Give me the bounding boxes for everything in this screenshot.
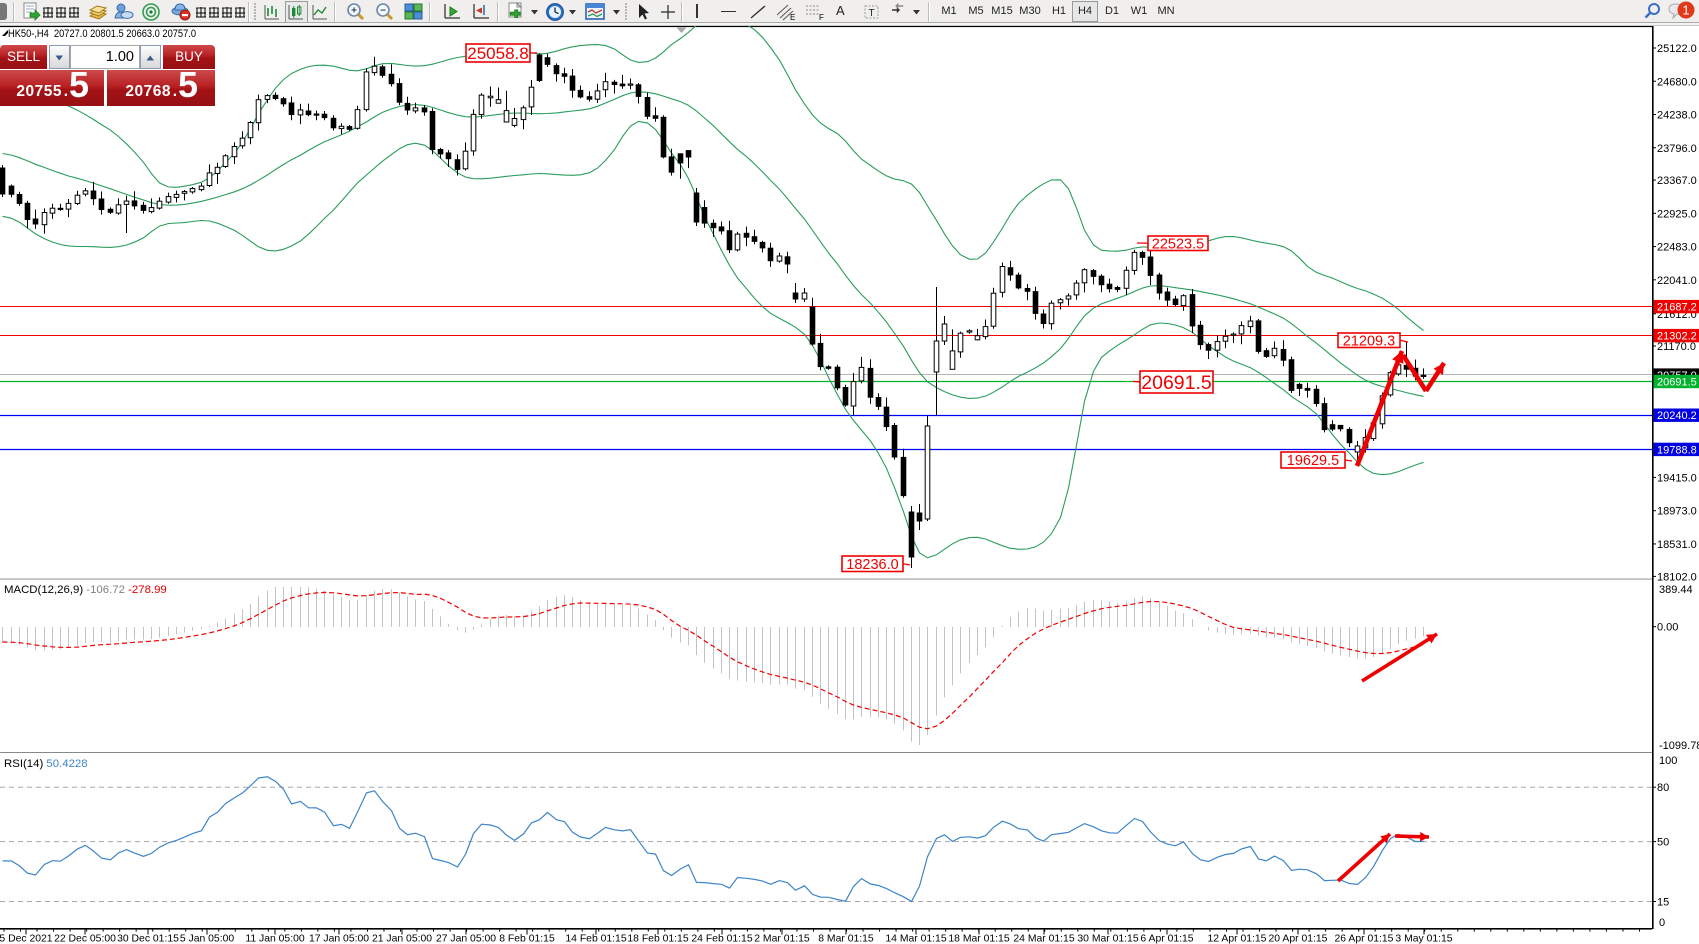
svg-text:24 Feb 01:15: 24 Feb 01:15 — [691, 934, 752, 944]
svg-text:24238.0: 24238.0 — [1657, 110, 1697, 122]
svg-text:26 Apr 01:15: 26 Apr 01:15 — [1335, 934, 1394, 944]
svg-text:2 Mar 01:15: 2 Mar 01:15 — [754, 934, 810, 944]
svg-text:22925.0: 22925.0 — [1657, 208, 1697, 220]
svg-text:8 Mar 01:15: 8 Mar 01:15 — [818, 934, 874, 944]
svg-text:14 Mar 01:15: 14 Mar 01:15 — [885, 934, 946, 944]
svg-text:18102.0: 18102.0 — [1657, 571, 1697, 583]
svg-text:−: − — [380, 6, 386, 17]
svg-text:6 Apr 01:15: 6 Apr 01:15 — [1140, 934, 1193, 944]
svg-text:18 Mar 01:15: 18 Mar 01:15 — [948, 934, 1009, 944]
svg-text:21302.2: 21302.2 — [1657, 331, 1697, 343]
svg-text:100: 100 — [1659, 755, 1677, 767]
svg-text:0.00: 0.00 — [1657, 622, 1678, 634]
svg-text:17 Jan 05:00: 17 Jan 05:00 — [309, 934, 369, 944]
svg-text:15: 15 — [1657, 897, 1669, 909]
svg-text:21 Jan 05:00: 21 Jan 05:00 — [372, 934, 432, 944]
svg-text:389.44: 389.44 — [1659, 584, 1693, 596]
svg-text:20691.5: 20691.5 — [1141, 372, 1212, 394]
svg-text:23796.0: 23796.0 — [1657, 143, 1697, 155]
svg-text:19788.8: 19788.8 — [1657, 444, 1697, 456]
svg-text:-1099.78: -1099.78 — [1659, 740, 1699, 752]
svg-text:21170.0: 21170.0 — [1657, 341, 1696, 353]
svg-text:30 Mar 01:15: 30 Mar 01:15 — [1077, 934, 1138, 944]
svg-text:24 Mar 01:15: 24 Mar 01:15 — [1013, 934, 1074, 944]
svg-text:11 Jan 05:00: 11 Jan 05:00 — [245, 934, 305, 944]
svg-text:T: T — [868, 8, 874, 19]
svg-text:22523.5: 22523.5 — [1152, 236, 1204, 252]
svg-text:22 Dec 05:00: 22 Dec 05:00 — [54, 934, 116, 944]
svg-text:MACD(12,26,9) -106.72 -278.99: MACD(12,26,9) -106.72 -278.99 — [4, 584, 167, 596]
svg-text:50: 50 — [1657, 837, 1669, 849]
svg-text:21687.2: 21687.2 — [1657, 302, 1697, 314]
svg-text:14 Feb 01:15: 14 Feb 01:15 — [565, 934, 626, 944]
svg-text:27 Jan 05:00: 27 Jan 05:00 — [436, 934, 496, 944]
svg-text:HK50-,H4 20727.0 20801.5 2066: HK50-,H4 20727.0 20801.5 20663.0 20757.0 — [8, 28, 196, 40]
svg-text:18531.0: 18531.0 — [1657, 539, 1697, 551]
svg-text:20 Apr 01:15: 20 Apr 01:15 — [1269, 934, 1328, 944]
svg-text:3 May 01:15: 3 May 01:15 — [1395, 934, 1452, 944]
svg-text:0: 0 — [1659, 917, 1665, 929]
svg-text:80: 80 — [1657, 782, 1669, 794]
svg-text:19415.0: 19415.0 — [1657, 472, 1697, 484]
svg-text:22483.0: 22483.0 — [1657, 242, 1697, 254]
svg-text:24680.0: 24680.0 — [1657, 76, 1697, 88]
svg-text:18236.0: 18236.0 — [846, 557, 898, 573]
svg-text:23367.0: 23367.0 — [1657, 175, 1697, 187]
svg-text:E: E — [790, 13, 795, 22]
svg-text:8 Feb 01:15: 8 Feb 01:15 — [499, 934, 555, 944]
svg-text:30 Dec 01:15: 30 Dec 01:15 — [117, 934, 179, 944]
svg-text:18973.0: 18973.0 — [1657, 506, 1697, 518]
svg-text:19629.5: 19629.5 — [1287, 453, 1339, 469]
svg-text:5 Jan 05:00: 5 Jan 05:00 — [180, 934, 235, 944]
svg-text:20691.5: 20691.5 — [1657, 376, 1697, 388]
svg-text:5 Dec 2021: 5 Dec 2021 — [0, 934, 53, 944]
svg-text:21209.3: 21209.3 — [1343, 333, 1395, 349]
svg-text:25058.8: 25058.8 — [467, 44, 528, 63]
svg-text:+: + — [351, 6, 357, 17]
svg-text:12 Apr 01:15: 12 Apr 01:15 — [1208, 934, 1267, 944]
svg-text:F: F — [819, 13, 824, 22]
svg-text:25122.0: 25122.0 — [1657, 43, 1697, 55]
svg-text:1: 1 — [1682, 3, 1689, 18]
svg-text:18 Feb 01:15: 18 Feb 01:15 — [627, 934, 688, 944]
svg-text:22041.0: 22041.0 — [1657, 275, 1697, 287]
svg-text:RSI(14) 50.4228: RSI(14) 50.4228 — [4, 758, 88, 770]
svg-text:20240.2: 20240.2 — [1657, 410, 1697, 422]
